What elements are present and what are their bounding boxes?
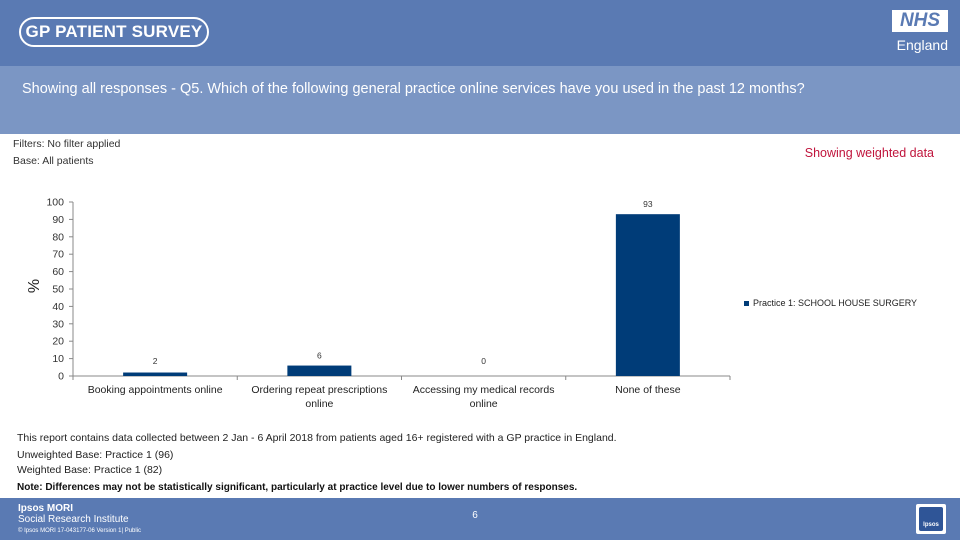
legend-swatch [744, 301, 749, 306]
y-tick-label: 90 [52, 214, 64, 226]
y-tick-label: 50 [52, 284, 64, 296]
nhs-england-logo: NHS England [892, 10, 948, 54]
data-collection-note: This report contains data collected betw… [17, 432, 617, 444]
weighted-base: Weighted Base: Practice 1 (82) [17, 464, 163, 476]
y-axis-label: % [26, 279, 43, 293]
x-tick-label: Booking appointments online [88, 384, 223, 396]
y-tick-label: 30 [52, 318, 64, 330]
y-tick-label: 60 [52, 266, 64, 278]
question-title: Showing all responses - Q5. Which of the… [22, 81, 805, 97]
footer: Ipsos MORI Social Research Institute © I… [0, 498, 960, 540]
significance-note: Note: Differences may not be statistical… [17, 482, 578, 493]
ipsos-logo: Ipsos [916, 504, 946, 534]
unweighted-base: Unweighted Base: Practice 1 (96) [17, 449, 174, 461]
weighted-data-note: Showing weighted data [804, 146, 934, 160]
ipsos-mori-name: Ipsos MORI [18, 503, 74, 514]
nhs-region-label: England [896, 37, 948, 53]
header: GP PATIENT SURVEY NHS England Showing al… [0, 0, 960, 134]
y-tick-label: 100 [46, 197, 64, 209]
ipsos-logo-mark: Ipsos [919, 507, 943, 531]
y-tick-label: 40 [52, 301, 64, 313]
copyright-line: © Ipsos MORI 17-043177-06 Version 1| Pub… [18, 528, 142, 534]
page-number: 6 [472, 510, 478, 521]
x-tick-label: Ordering repeat prescriptions online [251, 384, 387, 410]
header-banner: GP PATIENT SURVEY NHS England [0, 0, 960, 66]
bar [615, 214, 680, 376]
data-label: 0 [481, 356, 486, 366]
data-label: 93 [643, 199, 653, 209]
ipsos-department: Social Research Institute [18, 514, 129, 525]
filters-label: Filters: No filter applied [13, 138, 121, 150]
gp-patient-survey-logo: GP PATIENT SURVEY [19, 17, 209, 47]
y-tick-label: 70 [52, 249, 64, 261]
data-label: 6 [317, 351, 322, 361]
y-tick-label: 20 [52, 336, 64, 348]
nhs-badge: NHS [892, 10, 948, 32]
y-axis: 0 10 20 30 40 50 60 70 80 90 100% [26, 197, 74, 383]
legend: Practice 1: SCHOOL HOUSE SURGERY [744, 298, 917, 308]
x-axis: Booking appointments online Ordering repe… [72, 375, 731, 410]
x-tick-label: None of these [615, 384, 681, 396]
y-tick-label: 0 [58, 371, 64, 383]
bar-series: 2 6 0 93 [123, 199, 680, 376]
bar [287, 365, 352, 376]
legend-label: Practice 1: SCHOOL HOUSE SURGERY [753, 298, 917, 308]
base-label: Base: All patients [13, 155, 94, 167]
bar [123, 372, 188, 376]
x-tick-label: Accessing my medical records online [413, 384, 555, 410]
data-label: 2 [153, 356, 158, 366]
y-tick-label: 80 [52, 231, 64, 243]
y-tick-label: 10 [52, 353, 64, 365]
